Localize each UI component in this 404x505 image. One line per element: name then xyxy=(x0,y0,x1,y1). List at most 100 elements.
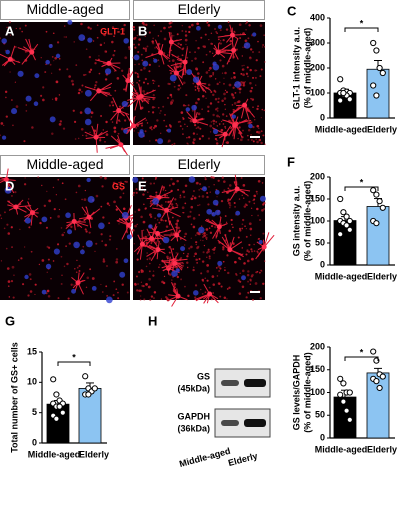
texture xyxy=(193,226,196,229)
texture xyxy=(134,72,136,74)
texture xyxy=(119,272,125,278)
texture xyxy=(140,299,142,301)
texture xyxy=(243,184,246,187)
texture xyxy=(223,93,226,96)
texture xyxy=(202,195,205,198)
texture xyxy=(163,220,165,222)
texture xyxy=(185,44,186,45)
texture xyxy=(80,250,85,255)
texture xyxy=(214,28,216,30)
texture xyxy=(241,177,243,179)
texture xyxy=(133,44,135,46)
texture xyxy=(115,261,118,264)
texture xyxy=(78,92,80,94)
texture xyxy=(82,135,83,136)
texture xyxy=(200,272,202,274)
texture xyxy=(5,91,7,93)
texture xyxy=(197,205,199,207)
texture xyxy=(245,40,247,42)
texture xyxy=(69,242,71,244)
texture xyxy=(262,44,264,46)
texture xyxy=(243,85,244,86)
data-point xyxy=(60,410,65,415)
texture xyxy=(58,297,60,299)
texture xyxy=(13,275,14,276)
texture xyxy=(86,48,88,50)
texture xyxy=(160,133,161,134)
texture xyxy=(250,134,251,135)
texture xyxy=(202,61,204,63)
significance: * xyxy=(360,18,364,28)
texture xyxy=(6,248,8,250)
texture xyxy=(206,270,209,273)
texture xyxy=(73,242,80,249)
data-point xyxy=(341,399,346,404)
texture xyxy=(94,84,96,86)
texture xyxy=(150,242,152,244)
texture xyxy=(241,275,246,280)
texture xyxy=(247,139,249,141)
texture xyxy=(255,272,256,273)
texture xyxy=(46,191,47,192)
texture xyxy=(220,40,221,41)
texture xyxy=(158,50,163,55)
texture xyxy=(199,183,201,185)
texture xyxy=(239,228,241,230)
texture xyxy=(159,65,160,66)
texture xyxy=(208,39,209,40)
texture xyxy=(29,273,32,276)
texture xyxy=(261,270,263,272)
texture xyxy=(81,128,84,131)
significance: * xyxy=(72,352,76,362)
texture xyxy=(149,64,151,66)
texture xyxy=(61,275,63,277)
texture xyxy=(261,109,263,111)
texture xyxy=(122,212,129,219)
texture xyxy=(146,252,148,254)
data-point xyxy=(374,192,379,197)
texture xyxy=(235,186,240,191)
texture xyxy=(85,190,86,191)
texture xyxy=(138,132,144,138)
texture xyxy=(202,240,203,241)
texture xyxy=(250,48,252,50)
texture xyxy=(213,123,215,125)
texture xyxy=(52,56,54,58)
texture xyxy=(132,229,135,232)
texture xyxy=(154,218,155,219)
texture xyxy=(231,219,233,221)
texture xyxy=(86,287,87,288)
texture xyxy=(80,23,82,25)
texture xyxy=(258,51,260,53)
texture xyxy=(210,102,212,104)
texture xyxy=(243,262,246,265)
texture xyxy=(192,83,194,85)
texture xyxy=(78,138,80,140)
significance-bracket xyxy=(58,362,90,366)
texture xyxy=(167,201,170,204)
texture xyxy=(56,54,60,58)
texture xyxy=(235,92,237,94)
texture xyxy=(157,219,159,221)
texture xyxy=(219,116,220,117)
texture xyxy=(226,28,228,30)
texture xyxy=(30,278,32,280)
texture xyxy=(260,196,266,202)
texture xyxy=(246,228,247,229)
texture xyxy=(199,258,201,260)
panel-letter: E xyxy=(138,178,147,193)
texture xyxy=(195,40,196,41)
texture xyxy=(229,204,231,206)
texture xyxy=(186,262,188,264)
texture xyxy=(143,229,144,230)
texture xyxy=(76,271,78,273)
texture xyxy=(25,217,31,223)
texture xyxy=(59,209,60,210)
texture xyxy=(51,73,52,74)
texture xyxy=(189,176,196,183)
texture xyxy=(160,243,161,244)
texture xyxy=(232,227,234,229)
texture xyxy=(53,260,55,262)
texture xyxy=(176,180,179,183)
texture xyxy=(144,236,147,239)
